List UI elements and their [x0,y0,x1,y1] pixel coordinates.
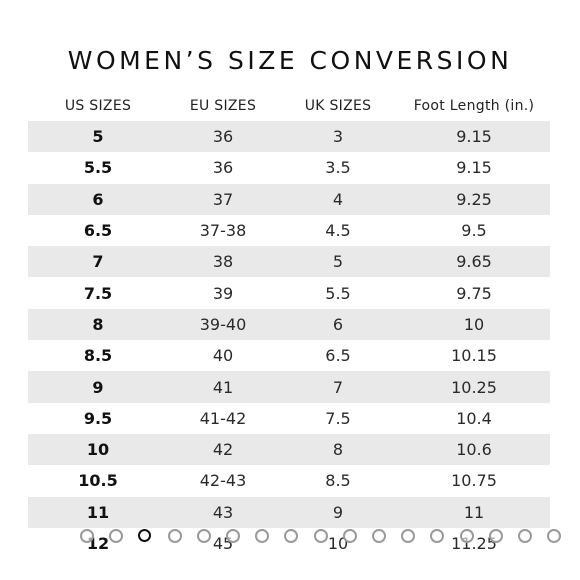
carousel-dot[interactable] [313,529,328,543]
cell-us-size: 10 [86,440,110,460]
cell-foot-length: 10.6 [456,440,492,460]
carousel-dot[interactable] [342,529,357,543]
cell-us-size: 8 [92,314,104,334]
carousel-dot[interactable] [226,529,240,543]
cell-us-size: 9 [92,377,104,397]
cell-foot-length: 9.25 [456,189,492,209]
carousel-pagination [0,529,580,545]
header-eu-sizes: EU SIZES [189,97,257,114]
cell-foot-length: 10.4 [456,408,492,428]
cell-foot-length: 10 [463,314,485,334]
carousel-dot-active[interactable] [138,529,152,542]
cell-us-size: 7 [92,252,104,272]
cell-uk-size: 5 [332,252,344,272]
cell-eu-size: 36 [212,127,234,147]
table-body: 5 36 3 9.15 5.5 36 3.5 9.15 6 37 4 9.25 6.5 37-38 4.5 9… [28,121,550,559]
cell-us-size: 7.5 [83,283,113,303]
carousel-dot[interactable] [459,529,474,543]
cell-eu-size: 36 [212,158,234,178]
cell-uk-size: 7.5 [325,408,351,428]
cell-uk-size: 9 [332,502,344,522]
table-row: 8.5 40 6.5 10.15 [28,340,550,371]
chart-title: WOMEN’S SIZE CONVERSION [67,46,513,75]
cell-uk-size: 4.5 [325,221,351,241]
cell-eu-size: 40 [212,346,234,366]
carousel-dot[interactable] [401,529,416,543]
cell-us-size: 5 [92,127,104,147]
carousel-dot[interactable] [80,529,94,543]
table-row: 10.5 42-43 8.5 10.75 [28,465,550,496]
cell-us-size: 5.5 [83,158,113,178]
carousel-dot[interactable] [255,529,270,543]
table-row: 7 38 5 9.65 [28,246,550,278]
cell-eu-size: 43 [212,502,234,522]
cell-uk-size: 6.5 [325,346,351,366]
cell-us-size: 8.5 [83,346,113,366]
cell-foot-length: 9.15 [456,158,492,178]
cell-us-size: 9.5 [83,408,113,428]
cell-uk-size: 8.5 [325,471,351,491]
cell-foot-length: 10.75 [451,471,497,491]
cell-uk-size: 5.5 [325,283,351,303]
table-row: 10 42 8 10.6 [28,433,550,466]
table-row: 5 36 3 9.15 [28,121,550,153]
cell-uk-size: 3.5 [325,158,351,178]
cell-eu-size: 41-42 [199,408,247,428]
cell-eu-size: 42-43 [199,471,247,491]
cell-uk-size: 3 [332,127,344,147]
table-row: 8 39-40 6 10 [28,308,550,341]
cell-uk-size: 6 [332,314,344,334]
carousel-dot[interactable] [284,529,299,543]
cell-foot-length: 9.65 [456,252,492,272]
cell-foot-length: 10.25 [451,377,497,397]
table-row: 6 37 4 9.25 [28,183,550,215]
cell-uk-size: 7 [332,377,344,397]
header-foot-length: Foot Length (in.) [413,97,535,114]
cell-eu-size: 39-40 [199,314,247,334]
table-row: 6.5 37-38 4.5 9.5 [28,215,550,246]
cell-uk-size: 4 [332,189,344,209]
cell-eu-size: 42 [212,440,234,460]
table-row: 5.5 36 3.5 9.15 [28,152,550,183]
cell-foot-length: 9.5 [461,221,487,241]
cell-eu-size: 41 [212,377,234,397]
carousel-dot[interactable] [372,529,386,543]
carousel-dot[interactable] [109,529,124,543]
carousel-dot[interactable] [488,529,503,543]
cell-eu-size: 39 [212,283,234,303]
header-uk-sizes: UK SIZES [304,97,372,114]
cell-us-size: 10.5 [78,471,118,491]
carousel-dot[interactable] [430,529,445,543]
cell-foot-length: 9.15 [456,127,492,147]
cell-foot-length: 9.75 [456,283,492,303]
table-row: 7.5 39 5.5 9.75 [28,277,550,308]
cell-eu-size: 37 [212,189,234,209]
table-row: 11 43 9 11 [28,496,550,528]
header-us-sizes: US SIZES [64,97,132,114]
cell-eu-size: 37-38 [199,221,247,241]
carousel-dot[interactable] [518,529,532,543]
cell-us-size: 6 [92,189,104,209]
carousel-dot[interactable] [167,529,182,543]
table-header-row: US SIZES EU SIZES UK SIZES Foot Length (… [28,90,550,121]
carousel-dot[interactable] [547,529,562,543]
cell-uk-size: 8 [332,440,344,460]
cell-us-size: 6.5 [83,221,113,241]
table-row: 9.5 41-42 7.5 10.4 [28,403,550,434]
cell-foot-length: 11 [463,502,485,522]
cell-foot-length: 10.15 [451,346,497,366]
cell-us-size: 11 [86,502,110,522]
table-row: 9 41 7 10.25 [28,371,550,403]
size-conversion-table: US SIZES EU SIZES UK SIZES Foot Length (… [28,90,550,559]
carousel-dot[interactable] [196,529,211,543]
cell-eu-size: 38 [212,252,234,272]
